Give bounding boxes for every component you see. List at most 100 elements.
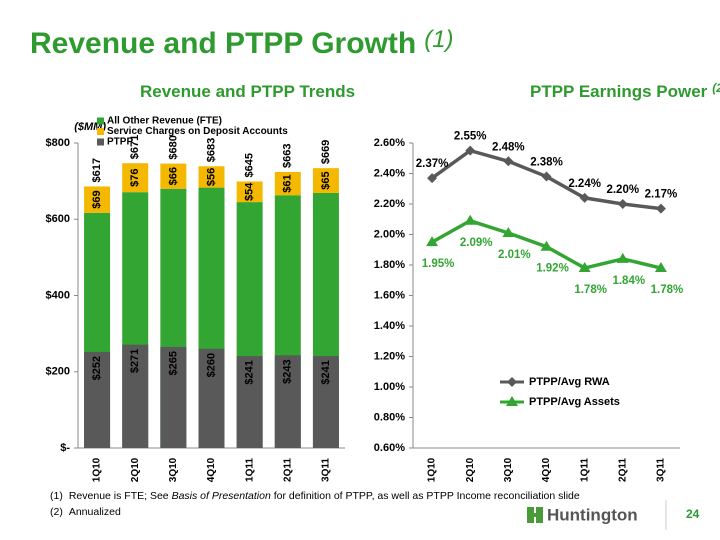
legend-label: PTPP/Avg Assets xyxy=(529,396,620,408)
y-tick-label: 1.60% xyxy=(374,289,405,301)
marker xyxy=(465,145,476,156)
value-label: $260 xyxy=(205,353,217,377)
footnote-text: Revenue is FTE; See xyxy=(69,490,172,502)
legend-label: PTPP xyxy=(107,137,133,148)
marker xyxy=(427,173,438,184)
bar-segment xyxy=(84,186,111,213)
value-label: $617 xyxy=(91,158,103,182)
value-label: 2.48% xyxy=(492,141,525,153)
value-label: $265 xyxy=(167,351,179,375)
value-label: $645 xyxy=(244,153,256,177)
y-tick-label: $- xyxy=(60,442,70,454)
y-tick-label: 1.80% xyxy=(374,259,405,271)
value-label: 1.78% xyxy=(574,284,607,296)
value-label: 1.78% xyxy=(651,284,684,296)
marker xyxy=(654,262,667,273)
footnote: (1) Revenue is FTE; See Basis of Presenta… xyxy=(50,490,580,502)
value-label: 2.17% xyxy=(645,189,678,201)
y-tick-label: 2.60% xyxy=(374,137,405,149)
value-label: 1.95% xyxy=(422,258,455,270)
chart-title: Revenue and PTPP Trends xyxy=(140,82,355,101)
bar-segment xyxy=(312,168,339,193)
value-label: 2.20% xyxy=(606,184,639,196)
marker xyxy=(579,192,590,203)
marker xyxy=(464,214,477,225)
logo: Huntington xyxy=(527,505,638,524)
bar-overlay xyxy=(274,355,301,448)
y-tick-label: 0.60% xyxy=(374,442,405,454)
y-tick-label: $200 xyxy=(46,366,70,378)
footnote-marker: (2) xyxy=(50,506,63,518)
marker xyxy=(503,156,514,167)
legend-label: All Other Revenue (FTE) xyxy=(107,116,222,127)
marker xyxy=(541,171,552,182)
marker xyxy=(507,377,517,387)
value-label: $669 xyxy=(320,140,332,164)
x-tick-label: 3Q10 xyxy=(503,457,514,482)
legend-label: PTPP/Avg RWA xyxy=(529,376,610,388)
y-tick-label: 2.20% xyxy=(374,198,405,210)
line-chart: PTPP Earnings Power (2) 0.60% 0.80% 1.00% 1.2… xyxy=(374,81,720,482)
legend-label: Service Charges on Deposit Accounts xyxy=(107,126,288,137)
value-label: $271 xyxy=(129,349,141,373)
value-label: 2.55% xyxy=(454,131,487,143)
legend-swatch xyxy=(97,128,104,135)
marker xyxy=(616,252,629,263)
y-tick-label: 2.00% xyxy=(374,228,405,240)
bar-overlay xyxy=(312,356,339,448)
value-label: 2.37% xyxy=(416,158,449,170)
value-label: $54 xyxy=(244,182,256,201)
x-tick-label: 1Q10 xyxy=(92,457,103,482)
value-label: $65 xyxy=(320,171,332,189)
bar-segment xyxy=(122,163,149,193)
value-label: $243 xyxy=(282,359,294,383)
footnote-text: Basis of Presentation xyxy=(172,490,271,502)
x-tick-label: 2Q10 xyxy=(465,457,476,482)
x-tick-label: 1Q10 xyxy=(427,457,438,482)
bar-overlay xyxy=(198,348,225,448)
footnote: (2) Annualized xyxy=(50,506,121,518)
page-number: 24 xyxy=(686,507,700,521)
slide-title: Revenue and PTPP Growth (1) xyxy=(30,26,454,60)
bar-overlay xyxy=(84,351,111,448)
bar-overlay xyxy=(122,344,149,448)
value-label: $683 xyxy=(205,138,217,162)
x-tick-label: 4Q10 xyxy=(541,457,552,482)
footnote-text: Annualized xyxy=(69,506,121,518)
chart-title: PTPP Earnings Power (2) xyxy=(530,81,720,101)
bar-segment xyxy=(198,166,225,188)
y-tick-label: 1.40% xyxy=(374,320,405,332)
y-tick-label: 2.40% xyxy=(374,167,405,179)
value-label: $61 xyxy=(282,174,294,192)
chart-title-text: PTPP Earnings Power xyxy=(530,82,708,101)
title-text: Revenue and PTPP Growth xyxy=(30,27,416,60)
x-tick-label: 3Q10 xyxy=(168,457,179,482)
logo-text: Huntington xyxy=(547,505,638,524)
value-label: 2.09% xyxy=(460,237,493,249)
value-label: $241 xyxy=(320,360,332,384)
value-label: 1.92% xyxy=(536,263,569,275)
y-tick-label: 1.20% xyxy=(374,350,405,362)
legend-swatch xyxy=(97,117,104,125)
bar-overlay xyxy=(160,346,187,448)
value-label: $69 xyxy=(91,190,103,208)
x-tick-label: 2Q11 xyxy=(282,458,293,482)
marker xyxy=(578,262,591,273)
y-tick-label: $400 xyxy=(46,289,70,301)
bar-segment xyxy=(274,171,301,196)
value-label: 2.38% xyxy=(530,157,563,169)
value-label: 2.24% xyxy=(568,178,601,190)
bar-segment xyxy=(160,163,187,189)
value-label: $663 xyxy=(282,143,294,167)
x-tick-label: 3Q11 xyxy=(321,458,332,482)
y-tick-label: $600 xyxy=(46,213,70,225)
x-tick-label: 2Q11 xyxy=(617,458,628,482)
value-label: 2.01% xyxy=(498,249,531,261)
value-label: 1.84% xyxy=(612,275,645,287)
bar-chart: Revenue and PTPP Trends $- $200 $400 $600 $80… xyxy=(46,82,356,482)
x-tick-label: 1Q11 xyxy=(579,458,590,482)
legend-swatch xyxy=(97,138,104,146)
x-tick-label: 2Q10 xyxy=(130,457,141,482)
marker xyxy=(617,199,628,209)
